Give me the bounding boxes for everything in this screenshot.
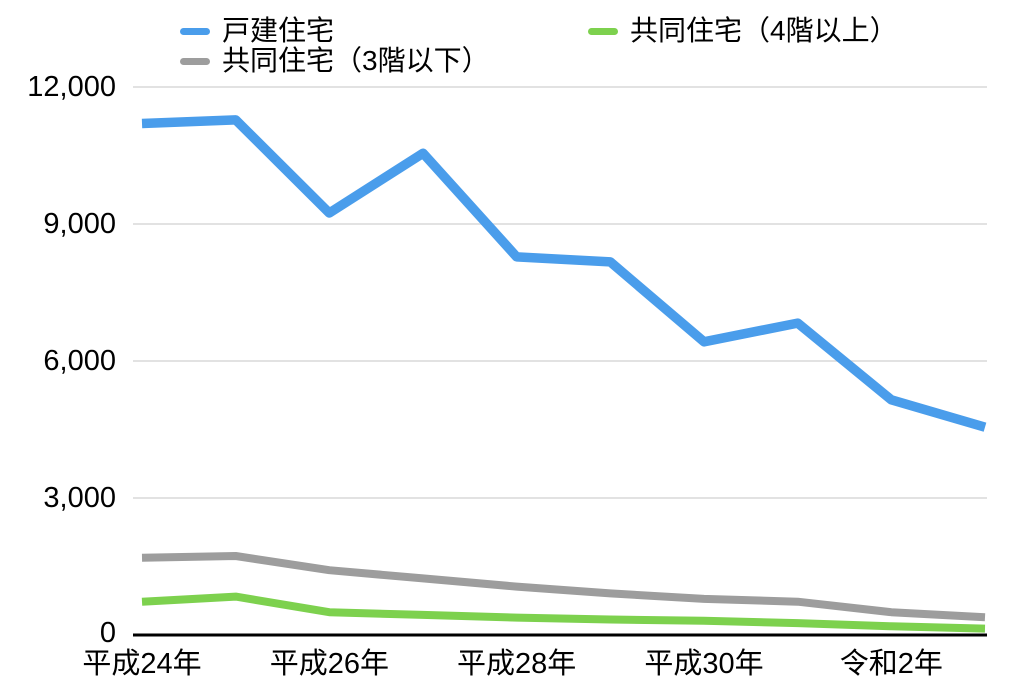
series-line-1 [141,552,986,622]
x-tick-label: 平成28年 [457,647,576,680]
x-tick-label: 平成30年 [644,647,763,680]
y-tick-label: 9,000 [43,208,116,240]
y-tick-label: 0 [100,617,116,649]
y-tick-label: 3,000 [43,482,116,514]
x-tick-label: 平成26年 [270,647,389,680]
series-line-0 [141,115,987,432]
y-tick-label: 12,000 [27,71,116,103]
y-tick-label: 6,000 [43,345,116,377]
series-line-2 [141,592,986,633]
x-tick-label: 令和2年 [840,647,943,680]
x-tick-label: 平成24年 [82,647,201,680]
